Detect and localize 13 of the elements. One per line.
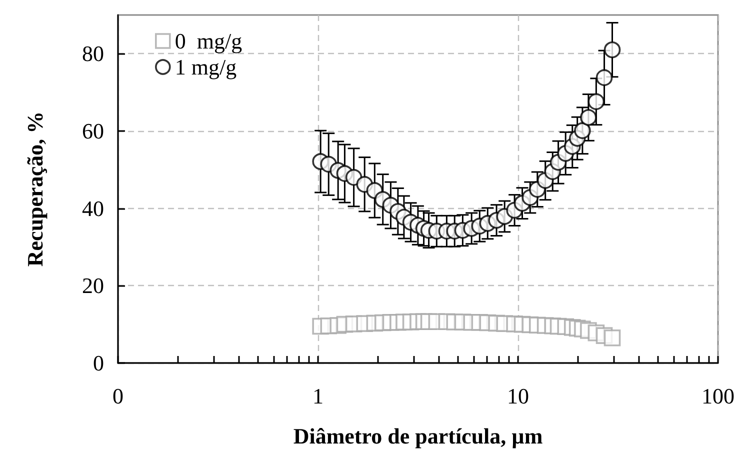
y-tick-label: 40 [82, 196, 104, 221]
legend-label: 1 mg/g [174, 54, 237, 80]
y-tick-label: 60 [82, 118, 104, 144]
legend-label: 0 mg/g [174, 28, 242, 54]
y-tick-label: 20 [82, 273, 104, 298]
x-tick-label: 10 [507, 384, 529, 408]
y-tick-label: 80 [82, 41, 104, 66]
x-tick-label: 1 [312, 384, 324, 408]
x-axis-title: Diâmetro de partícula, µm [293, 424, 543, 448]
y-axis-title: Recuperação, % [22, 111, 48, 267]
y-tick-label: 0 [93, 350, 104, 376]
x-tick-label: 100 [702, 384, 734, 408]
x-tick-label: 0 [112, 384, 124, 408]
